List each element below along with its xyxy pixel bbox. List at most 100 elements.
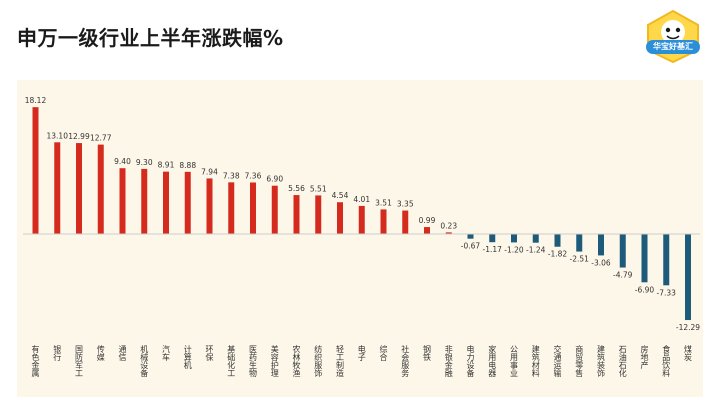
value-label-30: -7.33 — [657, 288, 677, 297]
bar-10 — [228, 182, 235, 234]
category-label-12: 美容护理 — [270, 344, 279, 377]
category-label-19: 钢铁 — [423, 344, 432, 362]
value-label-22: -1.17 — [483, 245, 503, 254]
category-label-29: 房地产 — [640, 344, 649, 370]
bar-28 — [619, 234, 626, 268]
value-label-25: -1.82 — [548, 250, 568, 259]
bar-2 — [54, 142, 61, 234]
bar-9 — [206, 178, 213, 234]
category-label-21: 电力设备 — [466, 344, 475, 378]
category-label-27: 建筑装饰 — [597, 344, 606, 378]
category-label-7: 汽车 — [162, 344, 171, 362]
category-label-15: 轻工制造 — [336, 344, 345, 378]
value-label-13: 5.56 — [288, 184, 305, 193]
value-label-31: -12.29 — [676, 323, 700, 332]
value-label-11: 7.36 — [245, 171, 262, 180]
chart-panel: 18.12 13.10 12.99 12.77 9.40 9.30 8.91 8.88 7.94… — [17, 80, 703, 397]
bar-19 — [424, 227, 430, 234]
bar-4 — [97, 144, 104, 234]
category-label-31: 煤炭 — [684, 344, 693, 362]
category-label-9: 环保 — [205, 345, 214, 362]
value-label-3: 12.99 — [68, 132, 90, 141]
value-label-28: -4.79 — [613, 271, 633, 280]
bar-29 — [641, 234, 648, 283]
page-title: 申万一级行业上半年涨跌幅% — [17, 26, 284, 50]
category-label-10: 基础化工 — [227, 344, 236, 377]
category-label-20: 非银金融 — [444, 344, 453, 378]
value-label-10: 7.38 — [223, 171, 240, 180]
category-label-24: 建筑材料 — [531, 344, 540, 378]
value-label-23: -1.20 — [504, 245, 524, 254]
category-label-5: 通信 — [118, 344, 127, 362]
category-label-28: 石油石化 — [618, 345, 627, 378]
bar-5 — [119, 168, 126, 234]
value-label-16: 4.01 — [353, 195, 370, 204]
category-label-2: 银行 — [53, 344, 62, 362]
category-label-6: 机械设备 — [140, 344, 149, 378]
bar-31 — [685, 234, 691, 321]
value-label-29: -6.90 — [635, 285, 655, 294]
value-label-6: 9.30 — [136, 158, 153, 167]
category-label-30: 食品饮料 — [662, 344, 671, 378]
value-label-18: 3.35 — [397, 200, 414, 209]
value-label-20: 0.23 — [440, 221, 457, 230]
value-label-1: 18.12 — [25, 96, 47, 105]
category-label-4: 传媒 — [96, 344, 105, 362]
value-label-19: 0.99 — [419, 216, 436, 225]
category-label-18: 社会服务 — [401, 344, 410, 378]
value-label-14: 5.51 — [310, 184, 327, 193]
category-label-13: 农林牧渔 — [292, 344, 301, 377]
value-label-7: 8.91 — [158, 161, 175, 170]
category-label-16: 电子 — [357, 344, 366, 361]
bar-13 — [293, 195, 300, 234]
bar-3 — [76, 143, 82, 234]
bar-8 — [184, 171, 191, 234]
bar-11 — [250, 182, 256, 234]
value-label-2: 13.10 — [47, 131, 69, 140]
value-label-15: 4.54 — [332, 191, 349, 200]
category-label-11: 医药生物 — [249, 345, 258, 378]
category-label-8: 计算机 — [183, 344, 192, 370]
category-label-1: 有色金属 — [31, 344, 40, 378]
bar-30 — [663, 234, 670, 286]
bar-26 — [576, 234, 583, 252]
bars-group — [32, 107, 691, 321]
bar-25 — [554, 234, 561, 247]
value-label-8: 8.88 — [179, 161, 196, 170]
category-label-23: 公用事业 — [510, 345, 519, 377]
bar-20 — [445, 232, 452, 234]
category-label-22: 家用电器 — [488, 344, 497, 378]
value-label-12: 6.90 — [266, 175, 283, 184]
bar-12 — [271, 185, 278, 234]
bar-17 — [380, 209, 387, 234]
value-label-27: -3.06 — [591, 258, 611, 267]
category-labels-group: 有色金属 银行 国防军工 传媒 通信 机械设备 汽车 计算机 环保 基础化工 医药生物 美容护理 农林牧… — [31, 344, 693, 378]
category-label-14: 纺织服饰 — [314, 344, 323, 378]
bar-16 — [358, 205, 365, 234]
bar-18 — [402, 210, 409, 234]
bar-14 — [315, 195, 322, 234]
category-label-26: 商贸零售 — [575, 344, 584, 378]
value-label-5: 9.40 — [114, 157, 131, 166]
value-label-26: -2.51 — [570, 255, 590, 264]
mascot-logo-icon — [647, 9, 699, 64]
value-label-24: -1.24 — [526, 246, 546, 255]
value-label-17: 3.51 — [375, 198, 392, 207]
bar-21 — [467, 234, 474, 239]
bar-24 — [532, 234, 539, 243]
bar-6 — [141, 168, 148, 234]
bar-1 — [32, 107, 39, 234]
logo-badge-text: 华宝好基汇 — [646, 40, 700, 54]
bar-27 — [598, 234, 604, 256]
category-label-3: 国防军工 — [75, 345, 84, 377]
value-labels-group: 18.12 13.10 12.99 12.77 9.40 9.30 8.91 8.88 7.94… — [25, 96, 701, 332]
bar-15 — [337, 202, 343, 234]
bar-chart: 18.12 13.10 12.99 12.77 9.40 9.30 8.91 8.88 7.94… — [23, 96, 701, 378]
bar-23 — [511, 234, 517, 243]
value-label-9: 7.94 — [201, 167, 218, 176]
value-label-4: 12.77 — [90, 134, 112, 143]
category-label-17: 综合 — [379, 344, 388, 362]
bar-22 — [489, 234, 496, 243]
bar-7 — [163, 171, 169, 234]
category-label-25: 交通运输 — [553, 344, 562, 378]
